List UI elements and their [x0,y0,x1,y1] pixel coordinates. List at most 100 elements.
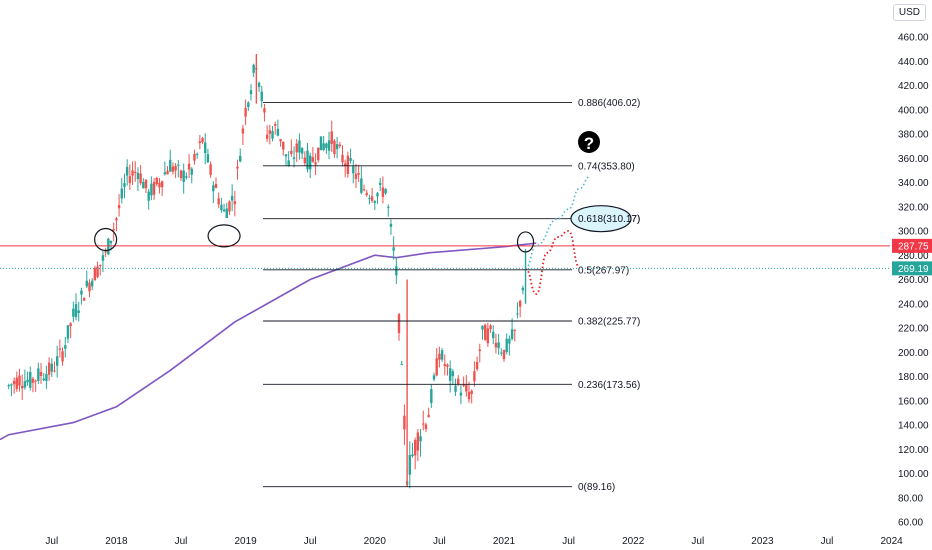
candle-body [341,154,344,163]
horizontal-lines-layer[interactable] [0,245,890,269]
annotation-ellipse[interactable] [516,231,535,253]
fib-level-label: 0.886(406.02) [578,98,640,109]
annotation-ellipse[interactable] [207,224,241,248]
candle-body [96,266,99,277]
candle-body [274,124,277,126]
x-axis[interactable]: Jul 2018 Jul 2019 Jul 2020 Jul 2021 Jul 2022 Jul 20… [45,536,903,547]
candle-body [389,223,393,227]
candle-body [166,170,169,175]
fib-level-label: 0.382(225.77) [578,317,640,328]
candle-body [500,352,503,354]
candle-body [346,155,350,174]
candle-body [376,192,379,197]
candle-body [502,349,506,360]
candle-body [147,191,150,201]
candle-body [7,385,10,387]
last-price-badge: 269.19 [898,264,929,275]
fibonacci-layer[interactable]: 0.886(406.02) 0.74(353.80) 0.618(310.17) 0.… [263,98,640,493]
candle-body [481,325,484,330]
y-tick-label: 140.00 [898,421,929,432]
candle-body [39,372,43,376]
candle-body [349,157,352,161]
candle-body [10,384,13,386]
candle-body [282,141,285,150]
candle-body [387,206,390,208]
fib-level-label: 0(89.16) [578,482,615,493]
candle-body [150,183,153,196]
candle-body [381,187,385,197]
candle-body [99,264,102,266]
candle-body [193,153,196,161]
currency-label[interactable]: USD [892,4,926,21]
candle-body [66,325,70,339]
annotation-ellipse[interactable] [94,227,118,252]
candle-body [134,171,137,173]
candle-body [287,160,290,166]
question-annotation[interactable]: ? [578,131,600,153]
annotation-ellipses-layer[interactable]: 0.618(310.17) [94,205,641,253]
candle-body [26,379,29,383]
candle-body [327,140,331,151]
candle-body [516,313,519,315]
question-icon: ? [584,134,594,153]
candle-body [492,331,495,339]
candle-body [292,157,296,160]
candle-body [23,381,27,388]
fib-level-label: 0.236(173.56) [578,380,640,391]
candle-body [230,195,234,201]
candle-body [93,267,97,281]
candle-body [244,107,247,117]
candle-body [139,173,142,184]
y-tick-label: 80.00 [898,493,923,504]
candle-body [416,432,420,451]
candle-body [18,375,21,386]
annotation-ellipse[interactable] [570,205,632,233]
candle-body [362,189,366,191]
candle-body [422,423,425,425]
candle-body [384,188,387,194]
candle-body [475,362,479,370]
candle-body [335,144,339,150]
candle-body [357,172,360,175]
candle-body [448,368,452,381]
y-tick-label: 220.00 [898,324,929,335]
candle-body [343,163,347,167]
y-axis[interactable]: 60.00 80.00 100.00 120.00 140.00 160.00 180.00… [898,33,929,529]
y-tick-label: 440.00 [898,57,929,68]
candle-body [325,143,328,148]
x-tick-label: 2019 [234,536,257,547]
x-tick-label: Jul [562,536,575,547]
x-tick-label: 2024 [880,536,903,547]
projection-paths-layer[interactable] [525,175,591,295]
candle-body [473,371,476,382]
candle-body [142,181,145,189]
candle-body [314,162,317,165]
candle-body [82,298,86,301]
candle-body [120,188,123,199]
candle-body [163,172,167,175]
candle-body [20,385,24,389]
candle-body [198,141,202,143]
candle-body [397,314,401,334]
candle-body [34,380,37,382]
candle-body [187,163,191,170]
candle-body [158,182,161,188]
x-tick-label: 2021 [493,536,516,547]
candle-body [319,136,323,151]
candle-body [47,362,51,375]
candle-body [424,424,428,430]
y-tick-label: 340.00 [898,178,929,189]
candle-body [478,349,481,351]
candle-body [15,377,19,389]
candle-body [467,391,471,400]
candle-body [214,183,218,188]
candle-body [370,196,374,201]
projection-path-blue[interactable] [525,175,591,270]
x-tick-label: Jul [45,536,58,547]
y-tick-label: 120.00 [898,445,929,456]
candle-body [300,148,304,154]
candle-body [360,178,363,193]
candle-body [160,181,164,188]
candle-body [311,157,315,162]
